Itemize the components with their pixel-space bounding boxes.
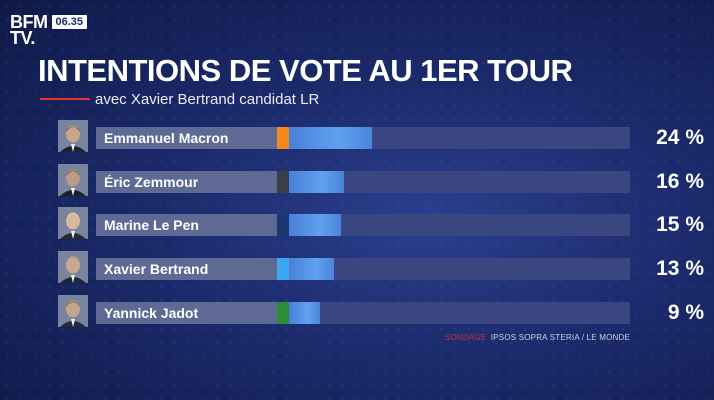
portrait-icon	[58, 295, 88, 327]
candidate-name: Yannick Jadot	[104, 305, 199, 321]
bar	[289, 302, 320, 324]
party-color-mark	[277, 171, 289, 193]
candidate-row: Éric Zemmour 16 %	[0, 164, 714, 196]
bar	[289, 258, 334, 280]
candidate-name: Éric Zemmour	[104, 174, 199, 190]
bar	[289, 171, 344, 193]
candidate-row: Emmanuel Macron 24 %	[0, 120, 714, 152]
candidate-name: Marine Le Pen	[104, 217, 199, 233]
logo-line-2: TV.	[10, 28, 35, 48]
bar-label-background	[96, 258, 277, 280]
source-caption: SONDAGE IPSOS SOPRA STERIA / LE MONDE	[445, 333, 630, 342]
logo-line-1: BFM	[10, 12, 48, 32]
party-color-mark	[277, 127, 289, 149]
portrait-icon	[58, 120, 88, 152]
data-label: 15 %	[656, 213, 704, 236]
channel-logo: BFM TV. 06.35	[10, 12, 88, 48]
bar	[289, 214, 341, 236]
clock-badge: 06.35	[51, 15, 88, 29]
portrait-icon	[58, 207, 88, 239]
party-color-mark	[277, 302, 289, 324]
candidate-name: Xavier Bertrand	[104, 261, 209, 277]
channel-logo-text: BFM TV.	[10, 12, 48, 48]
chart-subtitle: avec Xavier Bertrand candidat LR	[95, 91, 320, 108]
source-text: IPSOS SOPRA STERIA / LE MONDE	[490, 333, 630, 342]
chart-title: INTENTIONS DE VOTE AU 1ER TOUR	[38, 53, 573, 88]
bar	[289, 127, 372, 149]
candidate-row: Marine Le Pen 15 %	[0, 207, 714, 239]
bar-label-background	[96, 127, 277, 149]
bar-label-background	[96, 302, 277, 324]
bar-label-background	[96, 214, 277, 236]
bar-label-background	[96, 171, 277, 193]
data-label: 16 %	[656, 170, 704, 193]
data-label: 9 %	[667, 301, 704, 324]
source-label: SONDAGE	[444, 333, 487, 342]
candidate-name: Emmanuel Macron	[104, 130, 229, 146]
portrait-icon	[58, 251, 88, 283]
portrait-icon	[58, 164, 88, 196]
candidate-row: Yannick Jadot 9 %	[0, 295, 714, 327]
candidate-row: Xavier Bertrand 13 %	[0, 251, 714, 283]
party-color-mark	[277, 214, 289, 236]
data-label: 13 %	[656, 257, 704, 280]
subtitle-accent-line	[40, 98, 90, 100]
data-label: 24 %	[656, 126, 704, 149]
party-color-mark	[277, 258, 289, 280]
